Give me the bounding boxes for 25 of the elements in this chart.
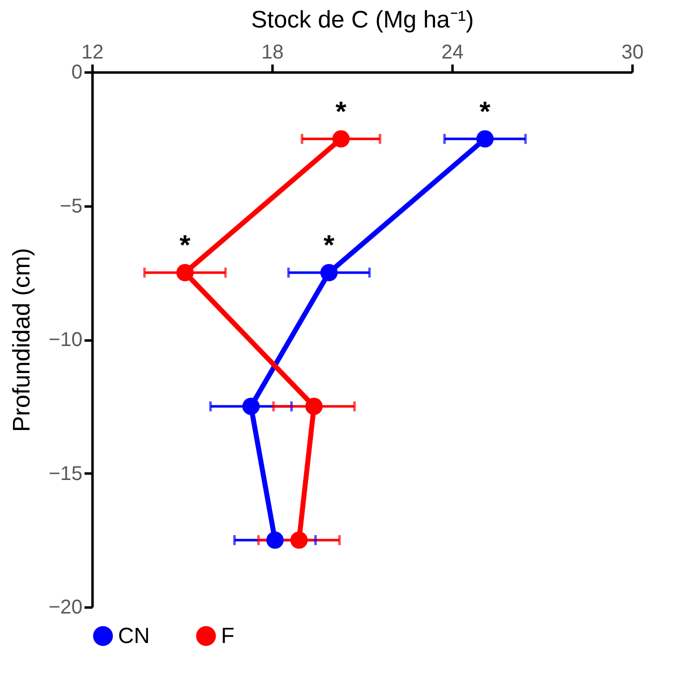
point: [332, 130, 350, 148]
x-axis-title: Stock de C (Mg ha⁻¹): [251, 6, 474, 34]
annotation: *: [480, 96, 491, 127]
x-tick-label: 18: [261, 42, 284, 64]
point: [290, 531, 308, 549]
point: [305, 398, 323, 416]
y-tick-label: −5: [60, 195, 82, 218]
legend-label: CN: [118, 623, 150, 648]
x-tick-label: 24: [441, 42, 464, 64]
point: [176, 264, 194, 282]
x-tick-label: 12: [81, 42, 104, 64]
y-tick-label: −20: [48, 596, 82, 618]
y-tick-label: −15: [48, 462, 82, 485]
y-tick-label: 0: [71, 62, 82, 84]
x-tick-label: 30: [621, 42, 644, 64]
point: [242, 398, 260, 416]
point: [266, 531, 284, 549]
annotation: *: [336, 96, 347, 127]
annotation: *: [180, 230, 191, 261]
point: [320, 264, 338, 282]
y-axis-title: Profundidad (cm): [8, 248, 36, 432]
point: [476, 130, 494, 148]
y-tick-label: −10: [48, 329, 82, 351]
annotation: *: [324, 230, 335, 261]
legend-label: F: [221, 623, 234, 648]
